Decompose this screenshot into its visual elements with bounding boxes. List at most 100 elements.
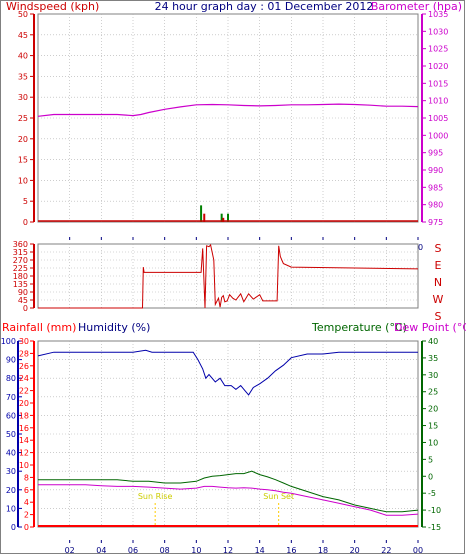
temperature-tick-label: 20 <box>428 405 438 414</box>
temperature-line <box>38 470 419 513</box>
rain-tick-label: 4 <box>24 498 29 507</box>
windspeed-tick-label: 5 <box>23 197 28 206</box>
humidity-tick-label: 60 <box>6 411 16 420</box>
temperature-tick-label: -10 <box>428 506 441 515</box>
rain-tick-label: 8 <box>24 473 29 482</box>
windspeed-tick-label: 30 <box>18 93 28 102</box>
rain-tick-label: 18 <box>19 411 29 420</box>
panel3-xtick-label: 16 <box>286 546 296 555</box>
humidity-tick-label: 20 <box>6 486 16 495</box>
panel3-xtick-label: 10 <box>191 546 201 555</box>
barometer-tick-label: 1015 <box>428 79 448 88</box>
humidity-tick-label: 10 <box>6 504 16 513</box>
wind-direction-line <box>38 243 419 309</box>
temperature-tick-label: 10 <box>428 438 438 447</box>
barometer-tick-label: 990 <box>428 166 443 175</box>
windspeed-bar <box>222 217 225 222</box>
direction-tick-label: 315 <box>13 248 28 257</box>
direction-tick-label: 135 <box>13 280 28 289</box>
humidity-tick-label: 90 <box>6 356 16 365</box>
temperature-tick-label: 0 <box>428 472 433 481</box>
rain-tick-label: 14 <box>19 436 29 445</box>
panel3-xtick-label: 08 <box>160 546 170 555</box>
humidity-tick-label: 100 <box>1 337 16 346</box>
rain-tick-label: 28 <box>19 349 29 358</box>
temperature-tick-label: 25 <box>428 388 438 397</box>
direction-tick-label: 45 <box>18 296 28 305</box>
dewpoint-axis-title: Dew Point (°C) <box>394 321 466 334</box>
barometer-tick-label: 1005 <box>428 114 448 123</box>
rain-tick-label: 2 <box>24 511 29 520</box>
panel3-xtick-label: 06 <box>128 546 138 555</box>
compass-label: S <box>435 310 442 323</box>
panel3-xtick-label: 00 <box>413 546 423 555</box>
humidity-tick-label: 80 <box>6 374 16 383</box>
panel3-xtick-label: 18 <box>318 546 328 555</box>
temperature-tick-label: 30 <box>428 371 438 380</box>
windspeed-bar <box>200 205 203 222</box>
humidity-tick-label: 30 <box>6 467 16 476</box>
compass-label: W <box>433 293 444 306</box>
chart-title: 24 hour graph day : 01 December 2012 <box>155 0 374 13</box>
direction-tick-label: 90 <box>18 288 28 297</box>
compass-label: S <box>435 242 442 255</box>
temperature-tick-label: 5 <box>428 455 433 464</box>
windspeed-tick-label: 45 <box>18 31 28 40</box>
rain-tick-label: 22 <box>19 387 29 396</box>
barometer-tick-label: 1030 <box>428 27 448 36</box>
windspeed-tick-label: 40 <box>18 52 28 61</box>
barometer-tick-label: 980 <box>428 201 443 210</box>
windspeed-bar <box>220 213 223 222</box>
humidity-line <box>37 349 418 396</box>
rain-tick-label: 24 <box>19 374 29 383</box>
direction-tick-label: 225 <box>13 264 28 273</box>
direction-tick-label: 360 <box>13 240 28 249</box>
barometer-tick-label: 1035 <box>428 10 448 19</box>
windspeed-tick-label: 50 <box>18 10 28 19</box>
barometer-tick-label: 985 <box>428 183 443 192</box>
direction-tick-label: 270 <box>13 256 28 265</box>
barometer-line <box>37 103 419 117</box>
windspeed-tick-label: 15 <box>18 156 28 165</box>
temperature-tick-label: -5 <box>428 489 436 498</box>
barometer-tick-label: 975 <box>428 218 443 227</box>
direction-tick-label: 180 <box>13 272 28 281</box>
compass-label: N <box>434 276 442 289</box>
panel3-xtick-label: 14 <box>255 546 265 555</box>
humidity-axis-title: Humidity (%) <box>78 321 150 334</box>
barometer-tick-label: 995 <box>428 149 443 158</box>
windspeed-bar <box>203 213 206 222</box>
humidity-tick-label: 0 <box>11 523 16 532</box>
windspeed-tick-label: 10 <box>18 176 28 185</box>
windspeed-bar <box>227 213 229 222</box>
barometer-axis-title: Barometer (hpa) <box>371 0 462 13</box>
temperature-axis-title: Temperature (°C) <box>311 321 407 334</box>
windspeed-tick-label: 20 <box>18 135 28 144</box>
rain-tick-label: 10 <box>19 461 29 470</box>
rain-tick-label: 16 <box>19 424 29 433</box>
barometer-tick-label: 1010 <box>428 97 448 106</box>
compass-label: E <box>435 259 442 272</box>
rain-tick-label: 20 <box>19 399 29 408</box>
direction-tick-label: 0 <box>23 304 28 313</box>
rain-tick-label: 26 <box>19 362 29 371</box>
sun-set-label: Sun Set <box>263 492 294 501</box>
temperature-tick-label: 35 <box>428 354 438 363</box>
temperature-tick-label: 40 <box>428 337 438 346</box>
windspeed-tick-label: 25 <box>18 114 28 123</box>
panel3-xtick-label: 02 <box>65 546 75 555</box>
rain-tick-label: 12 <box>19 449 29 458</box>
rain-tick-label: 30 <box>19 337 29 346</box>
windspeed-tick-label: 35 <box>18 72 28 81</box>
dewpoint-line <box>38 484 419 516</box>
panel3-xtick-label: 12 <box>223 546 233 555</box>
humidity-tick-label: 50 <box>6 430 16 439</box>
humidity-tick-label: 70 <box>6 393 16 402</box>
rain-tick-label: 0 <box>24 523 29 532</box>
windspeed-axis-title: Windspeed (kph) <box>6 0 99 13</box>
barometer-tick-label: 1025 <box>428 45 448 54</box>
panel3-xtick-label: 22 <box>381 546 391 555</box>
barometer-tick-label: 1020 <box>428 62 448 71</box>
